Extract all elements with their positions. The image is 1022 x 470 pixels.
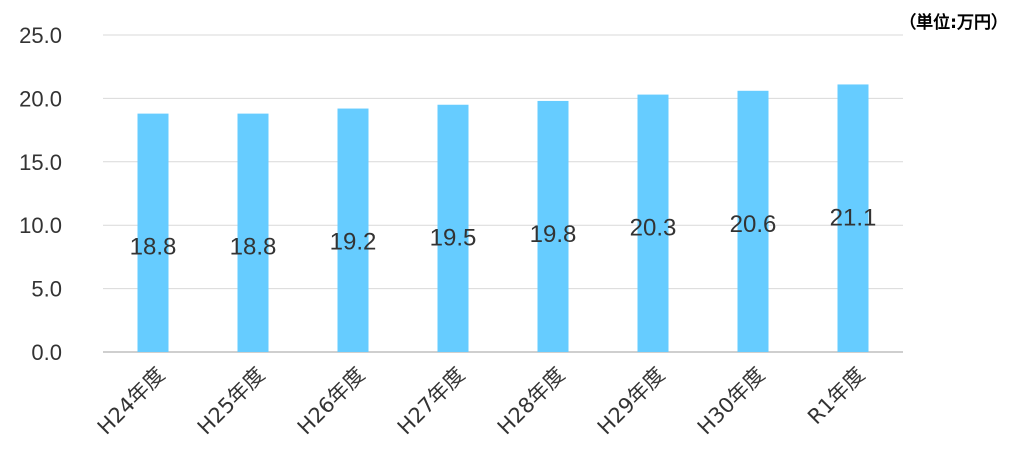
data-label: 21.1: [830, 204, 877, 231]
x-tick-label: H24年度: [93, 363, 170, 440]
data-label: 19.8: [530, 221, 577, 248]
bar: [337, 108, 369, 352]
x-tick-label: R1年度: [803, 363, 869, 429]
y-tick-label: 20.0: [19, 86, 62, 111]
unit-label: （単位:万円）: [899, 13, 1008, 33]
bar: [237, 113, 269, 352]
bar: [437, 104, 469, 353]
y-tick-label: 25.0: [19, 23, 62, 48]
data-label: 20.6: [730, 211, 777, 238]
x-tick-label: H27年度: [393, 363, 470, 440]
data-label: 18.8: [130, 234, 177, 261]
x-tick-label: H26年度: [293, 363, 370, 440]
data-label: 18.8: [230, 234, 277, 261]
y-tick-label: 15.0: [19, 150, 62, 175]
x-tick-label: H25年度: [193, 363, 270, 440]
y-tick-label: 10.0: [19, 213, 62, 238]
x-tick-label: H28年度: [493, 363, 570, 440]
x-tick-label: H30年度: [693, 363, 770, 440]
x-tick-label: H29年度: [593, 363, 670, 440]
data-label: 19.5: [430, 225, 477, 252]
bar: [737, 90, 769, 353]
y-tick-label: 5.0: [31, 277, 62, 302]
data-label: 19.2: [330, 229, 377, 256]
y-tick-label: 0.0: [31, 340, 62, 365]
data-label: 20.3: [630, 215, 677, 242]
bar: [137, 113, 169, 352]
bar: [637, 94, 669, 352]
bar: [837, 84, 869, 353]
bar: [537, 100, 569, 352]
